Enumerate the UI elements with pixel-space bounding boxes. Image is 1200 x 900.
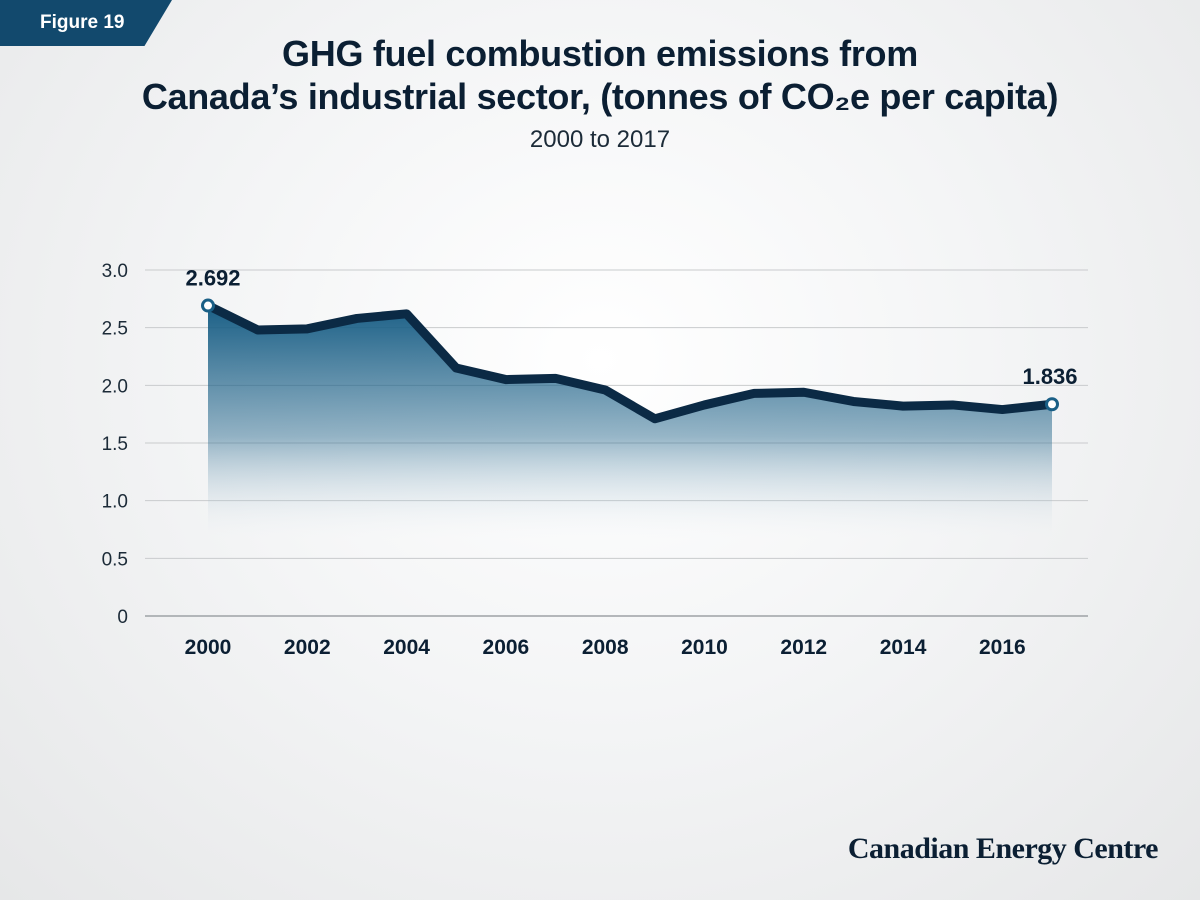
y-tick-label: 2.0 — [102, 376, 128, 397]
data-point — [1045, 397, 1059, 412]
x-tick-label: 2014 — [880, 636, 927, 659]
x-tick-label: 2016 — [979, 636, 1026, 659]
x-tick-label: 2002 — [284, 636, 331, 659]
x-tick-label: 2012 — [780, 636, 827, 659]
series-line — [203, 301, 1057, 424]
x-tick-label: 2008 — [582, 636, 629, 659]
data-point — [201, 298, 215, 313]
data-label: 1.836 — [1022, 364, 1077, 389]
figure-badge: Figure 19 — [0, 0, 172, 46]
figure-badge-label: Figure 19 — [40, 12, 125, 33]
chart-title: GHG fuel combustion emissions from Canad… — [0, 32, 1200, 118]
x-tick-label: 2010 — [681, 636, 728, 659]
y-tick-label: 3.0 — [102, 261, 128, 282]
chart-subtitle: 2000 to 2017 — [529, 126, 671, 153]
y-tick-label: 1.5 — [102, 434, 128, 455]
x-tick-label: 2006 — [483, 636, 530, 659]
x-tick-label: 2000 — [185, 636, 232, 659]
area-fill — [208, 305, 1052, 538]
chart-title-line-1: GHG fuel combustion emissions from — [282, 33, 918, 74]
y-tick-label: 0 — [117, 607, 128, 628]
x-tick-label: 2004 — [383, 636, 430, 659]
y-tick-label: 0.5 — [102, 549, 128, 570]
brand-logo: Canadian Energy Centre — [847, 832, 1159, 865]
chart-title-line-2: Canada’s industrial sector, (tonnes of C… — [141, 76, 1059, 117]
y-tick-label: 1.0 — [102, 492, 128, 513]
y-tick-label: 2.5 — [102, 319, 128, 340]
data-label: 2.692 — [185, 266, 240, 291]
